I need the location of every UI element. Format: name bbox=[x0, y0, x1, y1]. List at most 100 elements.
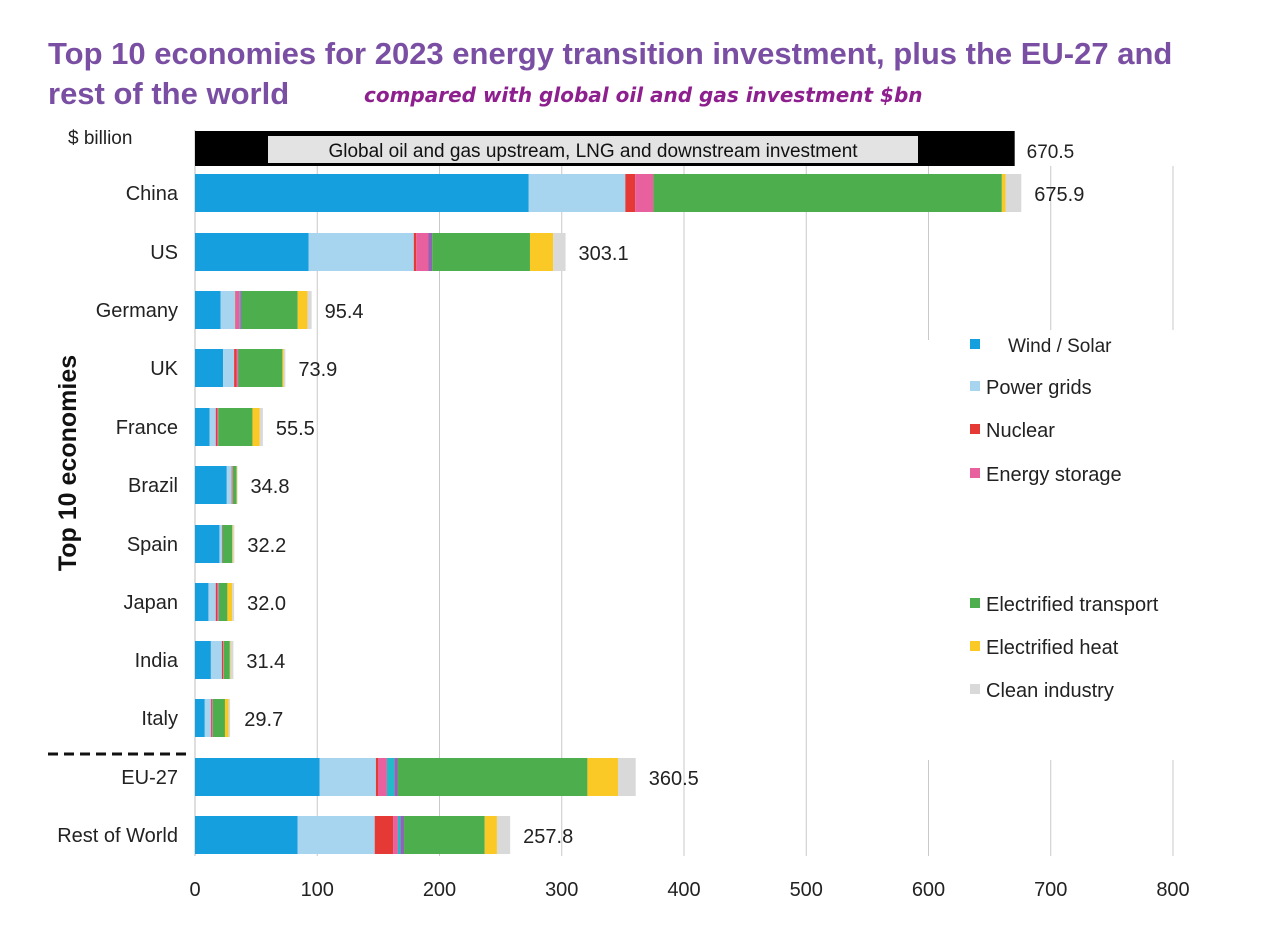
total-label-spain: 32.2 bbox=[247, 535, 286, 557]
bar-france-energy_storage bbox=[217, 408, 219, 446]
category-label-rest-of-world: Rest of World bbox=[57, 825, 178, 847]
total-label-brazil: 34.8 bbox=[251, 476, 290, 498]
bar-spain-power_grids bbox=[219, 525, 222, 563]
category-label-japan: Japan bbox=[124, 592, 179, 614]
bar-italy-energy_storage bbox=[211, 699, 213, 737]
bar-us-power_grids bbox=[308, 233, 414, 271]
total-label-eu-27: 360.5 bbox=[649, 768, 699, 790]
bar-china-nuclear bbox=[625, 174, 636, 212]
bar-germany-power_grids bbox=[220, 291, 236, 329]
bar-japan-electrified_heat bbox=[227, 583, 233, 621]
bar-us-wind_solar bbox=[195, 233, 309, 271]
oil-gas-value-label: 670.5 bbox=[1027, 142, 1075, 163]
bar-rest-of-world-hydrogen bbox=[397, 816, 401, 854]
bar-brazil-nuclear bbox=[231, 466, 233, 504]
total-label-germany: 95.4 bbox=[325, 301, 364, 323]
total-label-china: 675.9 bbox=[1034, 184, 1084, 206]
x-tick-200: 200 bbox=[423, 879, 456, 901]
bar-germany-clean_industry bbox=[307, 291, 312, 329]
bar-eu-27-power_grids bbox=[319, 758, 376, 796]
bar-china-electrified_transport bbox=[653, 174, 1002, 212]
bar-germany-hydrogen bbox=[239, 291, 241, 329]
bar-japan-power_grids bbox=[208, 583, 216, 621]
bar-spain-electrified_heat bbox=[232, 525, 233, 563]
bar-germany-nuclear bbox=[235, 291, 236, 329]
bar-germany-energy_storage bbox=[235, 291, 240, 329]
bar-japan-ccs bbox=[218, 583, 219, 621]
bar-china-clean_industry bbox=[1005, 174, 1022, 212]
bar-brazil-electrified_transport bbox=[232, 466, 237, 504]
bar-germany-electrified_transport bbox=[241, 291, 298, 329]
bar-eu-27-ccs bbox=[394, 758, 398, 796]
bar-spain-electrified_transport bbox=[222, 525, 233, 563]
legend-label-electrified_transport: Electrified transport bbox=[986, 594, 1159, 616]
bar-eu-27-wind_solar bbox=[195, 758, 320, 796]
bar-uk-electrified_transport bbox=[238, 349, 283, 387]
bar-rest-of-world-electrified_transport bbox=[404, 816, 485, 854]
category-label-eu-27: EU-27 bbox=[121, 767, 178, 789]
chart-title: Top 10 economies for 2023 energy transit… bbox=[48, 34, 1248, 114]
bar-brazil-power_grids bbox=[226, 466, 232, 504]
bar-japan-energy_storage bbox=[217, 583, 219, 621]
total-label-japan: 32.0 bbox=[247, 593, 286, 615]
bar-uk-energy_storage bbox=[236, 349, 238, 387]
legend-swatch-electrified_heat bbox=[970, 641, 980, 651]
bar-us-nuclear bbox=[413, 233, 417, 271]
oil-gas-label: Global oil and gas upstream, LNG and dow… bbox=[328, 141, 858, 162]
bar-india-wind_solar bbox=[195, 641, 211, 679]
legend-label-electrified_heat: Electrified heat bbox=[986, 637, 1119, 659]
category-label-italy: Italy bbox=[141, 708, 178, 730]
bar-japan-electrified_transport bbox=[218, 583, 228, 621]
bar-uk-power_grids bbox=[223, 349, 235, 387]
category-label-india: India bbox=[135, 650, 179, 672]
x-tick-100: 100 bbox=[301, 879, 334, 901]
bar-china-wind_solar bbox=[195, 174, 529, 212]
bar-china-energy_storage bbox=[635, 174, 654, 212]
chart-title-line1: Top 10 economies for 2023 energy transit… bbox=[48, 36, 1173, 71]
bar-rest-of-world-energy_storage bbox=[393, 816, 398, 854]
x-tick-300: 300 bbox=[545, 879, 578, 901]
bar-germany-wind_solar bbox=[195, 291, 221, 329]
bar-uk-nuclear bbox=[234, 349, 237, 387]
bar-eu-27-hydrogen bbox=[386, 758, 395, 796]
bar-rest-of-world-power_grids bbox=[297, 816, 375, 854]
category-label-china: China bbox=[126, 183, 179, 205]
bar-uk-clean_industry bbox=[283, 349, 286, 387]
total-label-france: 55.5 bbox=[276, 418, 315, 440]
bar-brazil-wind_solar bbox=[195, 466, 227, 504]
chart-title-line2: rest of the world bbox=[48, 76, 290, 111]
x-tick-800: 800 bbox=[1156, 879, 1189, 901]
bar-india-clean_industry bbox=[230, 641, 234, 679]
total-label-us: 303.1 bbox=[579, 243, 629, 265]
bar-us-energy_storage bbox=[416, 233, 429, 271]
chart-subtitle: compared with global oil and gas investm… bbox=[364, 83, 923, 107]
bar-brazil-energy_storage bbox=[232, 466, 233, 504]
bar-brazil-clean_industry bbox=[236, 466, 238, 504]
total-label-italy: 29.7 bbox=[244, 709, 283, 731]
category-label-uk: UK bbox=[150, 358, 178, 380]
bar-rest-of-world-electrified_heat bbox=[484, 816, 497, 854]
bar-eu-27-energy_storage bbox=[378, 758, 387, 796]
bar-us-electrified_transport bbox=[432, 233, 530, 271]
bar-italy-electrified_transport bbox=[212, 699, 225, 737]
bar-italy-wind_solar bbox=[195, 699, 205, 737]
bar-germany-electrified_heat bbox=[297, 291, 308, 329]
bar-china-power_grids bbox=[528, 174, 626, 212]
bar-eu-27-nuclear bbox=[375, 758, 379, 796]
bar-eu-27-electrified_heat bbox=[587, 758, 618, 796]
bar-rest-of-world-wind_solar bbox=[195, 816, 298, 854]
legend-label-energy_storage: Energy storage bbox=[986, 464, 1122, 486]
legend-swatch-electrified_transport bbox=[970, 598, 980, 608]
bar-uk-wind_solar bbox=[195, 349, 224, 387]
bar-spain-energy_storage bbox=[221, 525, 223, 563]
bar-rest-of-world-clean_industry bbox=[496, 816, 511, 854]
oil-gas-label-box bbox=[268, 136, 918, 163]
bar-rest-of-world-ccs bbox=[400, 816, 405, 854]
bar-uk-electrified_heat bbox=[282, 349, 284, 387]
legend-label-clean_industry: Clean industry bbox=[986, 680, 1114, 702]
legend-swatch-clean_industry bbox=[970, 684, 980, 694]
x-tick-700: 700 bbox=[1034, 879, 1067, 901]
bar-india-electrified_heat bbox=[229, 641, 231, 679]
bar-china-electrified_heat bbox=[1001, 174, 1006, 212]
